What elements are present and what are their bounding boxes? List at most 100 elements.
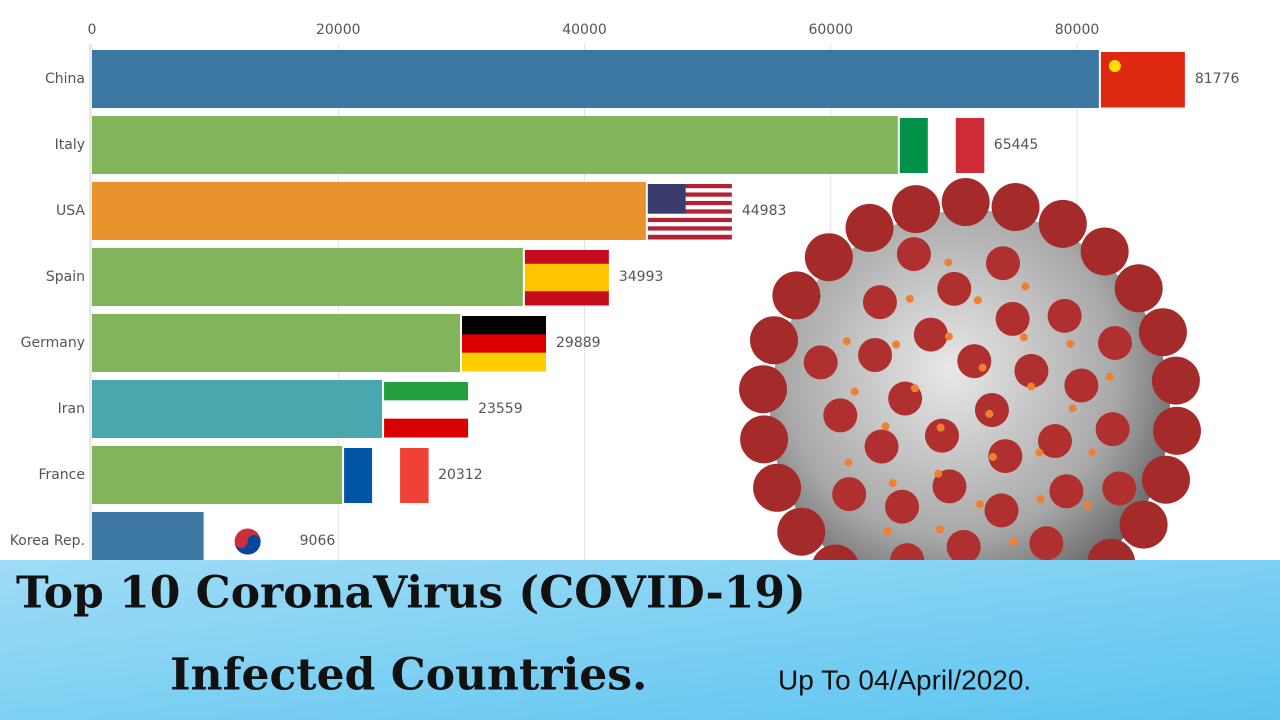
virus-spike: [1047, 298, 1082, 333]
y-tick-label: China: [45, 71, 85, 87]
value-label: 65445: [994, 137, 1039, 153]
flag-stripe: [384, 418, 469, 438]
flag: [524, 250, 609, 306]
virus-dot: [1019, 333, 1028, 342]
virus-dot: [1088, 448, 1097, 457]
flag-canton: [647, 184, 686, 214]
virus-spike: [1095, 412, 1130, 447]
virus-dot: [842, 337, 851, 346]
virus-dot: [888, 479, 897, 488]
virus-spike: [885, 489, 920, 524]
bar: [92, 446, 343, 504]
flag-stripe: [647, 188, 732, 193]
virus-spike: [896, 237, 931, 272]
flag-stripe: [384, 382, 469, 401]
flag-stripe: [462, 316, 547, 335]
flag-star: [1108, 60, 1121, 72]
virus-spike: [988, 439, 1023, 474]
virus-spike: [924, 418, 959, 453]
y-tick-label: Iran: [58, 401, 85, 417]
virus-dot: [973, 296, 982, 305]
flag-stripe: [647, 192, 732, 198]
virus-spike: [1138, 308, 1187, 357]
virus-spike: [932, 469, 967, 504]
virus-spike: [1038, 199, 1087, 248]
flag-stripe: [647, 184, 732, 189]
x-tick-label: 80000: [1055, 22, 1100, 38]
y-tick-label: Italy: [55, 137, 85, 153]
virus-spike: [1014, 353, 1049, 388]
virus-dot: [1035, 448, 1044, 457]
flag-stripe: [344, 448, 373, 503]
value-label: 44983: [742, 203, 787, 219]
flag-stripe: [462, 352, 547, 372]
virus-spike: [753, 463, 802, 512]
flag-stripe: [400, 448, 429, 503]
virus-dot: [1027, 382, 1036, 391]
flag: [462, 316, 547, 372]
virus-dot: [944, 332, 953, 341]
flag-stripe: [647, 205, 732, 210]
virus-dot: [881, 422, 890, 431]
flag-stripe: [647, 234, 732, 240]
virus-dot: [1066, 339, 1075, 348]
virus-spike: [1037, 424, 1072, 459]
value-label: 34993: [619, 269, 664, 285]
virus-spike: [845, 203, 894, 252]
virus-spike: [1102, 471, 1137, 506]
virus-spike: [804, 233, 853, 282]
flag: [1100, 52, 1185, 108]
value-label: 29889: [556, 335, 601, 351]
virus-dot: [934, 469, 943, 478]
virus-spike: [864, 429, 899, 464]
virus-spike: [1141, 455, 1190, 504]
title: Top 10 CoronaVirus (COVID-19): [16, 568, 806, 619]
flag-stripe: [955, 118, 985, 173]
flag-stripe: [372, 448, 401, 503]
virus-spike: [1098, 325, 1133, 360]
virus-dot: [1083, 501, 1092, 510]
virus-spike: [803, 345, 838, 380]
virus-spike: [946, 529, 981, 564]
x-tick-label: 60000: [808, 22, 853, 38]
value-label: 23559: [478, 401, 523, 417]
virus-dot: [985, 409, 994, 418]
value-label: 9066: [300, 533, 336, 549]
flag: [344, 448, 429, 503]
virus-dot: [844, 458, 853, 467]
y-tick-label: Korea Rep.: [10, 533, 85, 549]
flag-stripe: [647, 209, 732, 215]
flag: [647, 184, 732, 240]
virus-dot: [905, 294, 914, 303]
virus-spike: [937, 271, 972, 306]
virus-spike: [1064, 368, 1099, 403]
virus-dot: [988, 452, 997, 461]
virus-spike: [1119, 500, 1168, 549]
y-tick-label: Germany: [21, 335, 85, 351]
virus-dot: [978, 363, 987, 372]
flag-stripe: [647, 230, 732, 236]
y-tick-label: USA: [56, 203, 85, 219]
virus-dot: [1105, 372, 1114, 381]
virus-spike: [941, 178, 990, 227]
virus-dot: [1068, 404, 1077, 413]
x-tick-label: 40000: [562, 22, 607, 38]
virus-spike: [858, 337, 893, 372]
flag-stripe: [524, 277, 609, 292]
bar: [92, 116, 898, 174]
y-tick-label: Spain: [46, 269, 85, 285]
bar: [92, 50, 1099, 108]
virus-spike: [832, 477, 867, 512]
virus-spike: [991, 183, 1040, 232]
virus-dot: [944, 258, 953, 267]
virus-dot: [1021, 282, 1030, 291]
banner: [0, 560, 1280, 720]
subtitle: Infected Countries.: [170, 650, 647, 701]
bar: [92, 248, 523, 306]
virus-spike: [892, 185, 941, 234]
virus-dot: [935, 525, 944, 534]
flag: [899, 118, 985, 173]
flag-stripe: [647, 213, 732, 219]
y-tick-label: France: [38, 467, 85, 483]
